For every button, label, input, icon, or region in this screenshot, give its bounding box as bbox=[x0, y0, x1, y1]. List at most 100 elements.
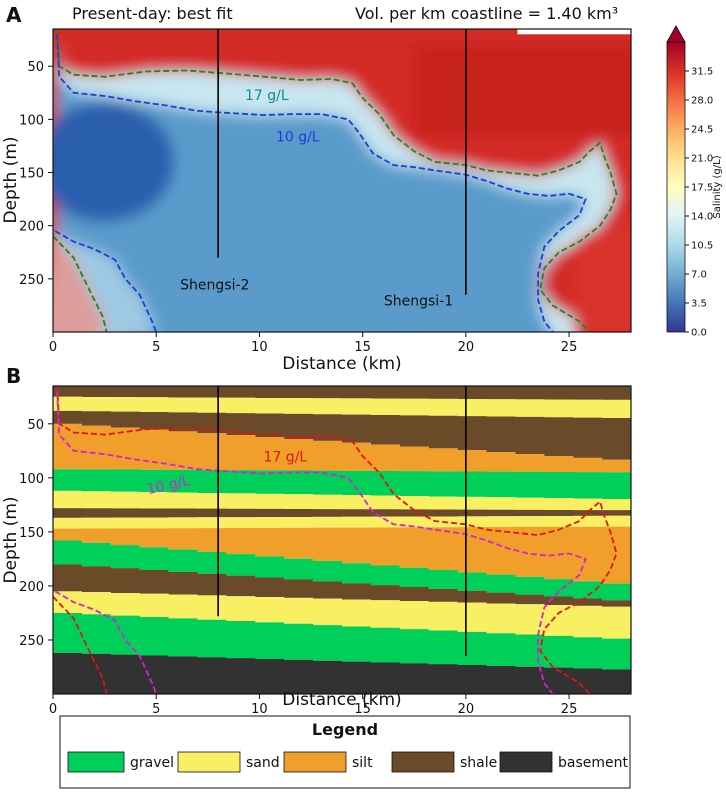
layer-shale bbox=[53, 386, 631, 401]
legend-swatch-silt bbox=[283, 751, 347, 773]
x-tick-label-b: 5 bbox=[152, 702, 160, 717]
y-tick-label-b: 250 bbox=[19, 634, 44, 649]
x-ticks-a: 0 5 10 15 20 25 bbox=[49, 332, 577, 355]
right-saline-block bbox=[414, 29, 631, 136]
layer-silt bbox=[53, 423, 631, 473]
y-ticks-b: 50 100 150 200 250 bbox=[19, 418, 53, 649]
y-axis-label-b: Depth (m) bbox=[1, 496, 21, 583]
colorbar: 0.0 3.5 7.0 10.5 14.0 17.5 21.0 24.5 28.0 31.5 Sa… bbox=[666, 25, 723, 339]
layer-shale bbox=[53, 508, 631, 518]
top-saline-strip bbox=[53, 29, 631, 45]
contour-a-0-1 bbox=[53, 235, 108, 332]
y-tick-label-a: 150 bbox=[19, 167, 44, 182]
colorbar-tick-label: 7.0 bbox=[691, 270, 707, 281]
x-tick-label-a: 20 bbox=[458, 340, 475, 355]
colorbar-tick-label: 17.5 bbox=[691, 183, 713, 194]
panel-a: A Present-day: best fit Vol. per km coas… bbox=[1, 3, 723, 374]
right-saline-wedge bbox=[574, 220, 631, 332]
y-tick-label-b: 50 bbox=[27, 418, 44, 433]
y-tick-label-a: 100 bbox=[19, 113, 44, 128]
x-tick-label-b: 25 bbox=[561, 702, 578, 717]
legend-swatch-shale bbox=[391, 751, 455, 773]
y-tick-label-a: 50 bbox=[27, 60, 44, 75]
x-ticks-b: 0 5 10 15 20 25 bbox=[49, 694, 577, 717]
legend-label-gravel: gravel bbox=[130, 755, 174, 771]
x-tick-label-a: 10 bbox=[251, 340, 268, 355]
x-tick-label-b: 20 bbox=[458, 702, 475, 717]
legend-label-silt: silt bbox=[352, 755, 373, 771]
title-right-a: Vol. per km coastline = 1.40 km³ bbox=[355, 4, 618, 23]
well-label-shengsi-1: Shengsi-1 bbox=[384, 293, 453, 309]
contour-label-a-1: 10 g/L bbox=[276, 130, 320, 146]
legend-swatch-sand bbox=[177, 751, 241, 773]
layer-gravel bbox=[53, 612, 631, 671]
fresh-core bbox=[53, 101, 175, 222]
colorbar-extend-arrow bbox=[666, 25, 686, 43]
legend-label-basement: basement bbox=[558, 755, 628, 771]
contour-b-0-1 bbox=[53, 596, 108, 694]
legend-swatch-basement bbox=[499, 751, 553, 773]
x-axis-label-a: Distance (km) bbox=[282, 354, 401, 374]
legend-title: Legend bbox=[312, 720, 378, 739]
x-tick-label-a: 25 bbox=[561, 340, 578, 355]
salinity-heatmap bbox=[53, 29, 631, 332]
legend-swatch-gravel bbox=[67, 751, 125, 773]
layer-sand bbox=[53, 591, 631, 640]
colorbar-gradient bbox=[666, 41, 686, 333]
legend: Legend gravel sand silt shale basement bbox=[59, 715, 631, 789]
colorbar-tick-label: 31.5 bbox=[691, 67, 713, 78]
panel-label-b: B bbox=[6, 364, 21, 388]
x-tick-label-a: 5 bbox=[152, 340, 160, 355]
fresh-field bbox=[57, 34, 586, 332]
contour-a-1-1 bbox=[54, 230, 158, 332]
y-tick-label-a: 200 bbox=[19, 220, 44, 235]
layer-basement bbox=[53, 652, 631, 694]
colorbar-tick-label: 21.0 bbox=[691, 154, 713, 165]
layer-gravel bbox=[53, 540, 631, 603]
colorbar-tick-label: 10.5 bbox=[691, 241, 713, 252]
legend-items: gravel sand silt shale basement bbox=[67, 751, 628, 773]
colorbar-tick-label: 3.5 bbox=[691, 299, 707, 310]
no-data-top-right bbox=[517, 29, 631, 35]
contour-label-b-0: 17 g/L bbox=[264, 450, 308, 466]
contour-b-1-1 bbox=[54, 590, 158, 694]
axes-frame-b bbox=[52, 385, 632, 695]
axes-frame-a bbox=[52, 28, 632, 333]
contour-b-1-0 bbox=[56, 391, 587, 694]
legend-label-sand: sand bbox=[246, 755, 280, 771]
layer-shale bbox=[53, 564, 631, 608]
colorbar-ticks: 0.0 3.5 7.0 10.5 14.0 17.5 21.0 24.5 28.0 31.5 bbox=[685, 67, 713, 339]
contour-a-1-0 bbox=[56, 34, 587, 332]
left-brackish-lens bbox=[53, 231, 157, 332]
y-tick-label-a: 250 bbox=[19, 273, 44, 288]
contour-label-a-0: 17 g/L bbox=[245, 88, 289, 104]
y-axis-label-a: Depth (m) bbox=[1, 136, 21, 223]
contour-a-0-0 bbox=[56, 29, 618, 332]
heatmap-fields bbox=[53, 29, 631, 332]
x-tick-label-b: 10 bbox=[251, 702, 268, 717]
colorbar-label: Salinity (g/L) bbox=[712, 155, 723, 218]
legend-label-shale: shale bbox=[460, 755, 497, 771]
colorbar-tick-label: 14.0 bbox=[691, 212, 713, 223]
x-axis-label-b: Distance (km) bbox=[282, 690, 401, 710]
x-tick-label-a: 15 bbox=[354, 340, 371, 355]
colorbar-tick-label: 28.0 bbox=[691, 96, 713, 107]
y-ticks-a: 50 100 150 200 250 bbox=[19, 60, 53, 288]
y-tick-label-b: 100 bbox=[19, 472, 44, 487]
layer-silt bbox=[53, 526, 631, 586]
layer-gravel bbox=[53, 469, 631, 500]
colorbar-tick-label: 0.0 bbox=[691, 328, 707, 339]
wells-a: 17 g/L 10 g/L Shengsi-2 Shengsi-1 bbox=[180, 29, 467, 309]
well-label-shengsi-2: Shengsi-2 bbox=[180, 277, 249, 293]
layer-sand bbox=[53, 396, 631, 419]
contours-b bbox=[53, 386, 618, 694]
contours-a bbox=[53, 29, 618, 332]
layer-sand bbox=[53, 515, 631, 529]
contour-b-0-0 bbox=[56, 386, 618, 694]
layer-sand bbox=[53, 490, 631, 511]
x-tick-label-a: 0 bbox=[49, 340, 57, 355]
y-tick-label-b: 200 bbox=[19, 580, 44, 595]
panel-label-a: A bbox=[6, 3, 22, 27]
layer-shale bbox=[53, 410, 631, 462]
